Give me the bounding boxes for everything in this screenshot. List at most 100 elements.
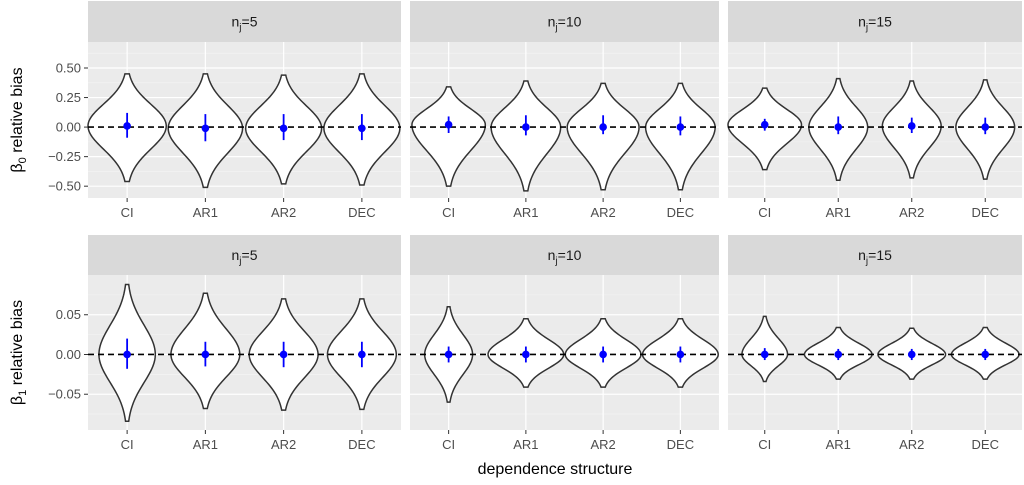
mean-point-DEC	[676, 350, 685, 359]
mean-point-AR2	[599, 123, 607, 131]
x-tick-label-DEC: DEC	[348, 437, 375, 452]
mean-point-CI	[760, 350, 769, 359]
x-tick-label-AR1: AR1	[193, 205, 218, 220]
facet-strip	[728, 235, 1022, 275]
strip-label-main: n	[232, 14, 240, 30]
strip-label-rest: =15	[868, 14, 892, 30]
x-axis-title: dependence structure	[478, 461, 633, 478]
facet-strip-label: nj=10	[548, 247, 582, 267]
facet-row0-col1: nj=10 CI AR1 AR2 DEC	[410, 1, 719, 220]
x-tick-label-AR1: AR1	[826, 437, 851, 452]
mean-point-DEC	[676, 123, 685, 131]
strip-label-sub: j	[554, 256, 557, 267]
x-tick-label-AR1: AR1	[513, 205, 538, 220]
x-tick-label-CI: CI	[758, 205, 771, 220]
x-tick-label-CI: CI	[121, 437, 134, 452]
strip-label-sub: j	[554, 23, 557, 34]
facet-strip-label: nj=15	[858, 14, 892, 34]
strip-label-rest: =15	[868, 247, 892, 263]
x-tick-label-AR2: AR2	[899, 205, 924, 220]
mean-point-AR2	[599, 350, 607, 359]
strip-label-rest: =10	[558, 247, 582, 263]
facet-row1-col1: nj=10 CI AR1 AR2 DEC	[410, 235, 719, 452]
y-tick-label: 0.05	[56, 307, 81, 322]
facet-strip-label: nj=15	[858, 247, 892, 267]
mean-point-DEC	[358, 124, 366, 133]
mean-point-AR2	[279, 350, 288, 359]
y-tick-label: −0.50	[48, 179, 81, 194]
mean-point-DEC	[358, 350, 366, 359]
mean-point-AR1	[522, 123, 530, 131]
mean-point-AR1	[834, 350, 843, 359]
strip-label-rest: =10	[558, 14, 582, 30]
mean-point-CI	[760, 120, 769, 129]
mean-point-CI	[123, 350, 131, 359]
strip-label-sub: j	[238, 256, 241, 267]
violin-AR2	[566, 82, 640, 191]
mean-point-AR2	[907, 122, 916, 130]
mean-point-AR2	[907, 350, 916, 359]
mean-point-CI	[444, 120, 453, 129]
facet-strip	[410, 235, 719, 275]
x-tick-label-AR1: AR1	[513, 437, 538, 452]
mean-point-DEC	[981, 350, 990, 359]
facet-strip	[88, 1, 401, 42]
facet-strip	[728, 1, 1022, 42]
violin-CI	[411, 86, 487, 187]
y-axis-title-rest: relative bias	[9, 300, 26, 390]
mean-point-AR1	[834, 123, 843, 131]
strip-label-rest: =5	[242, 14, 258, 30]
strip-label-main: n	[548, 14, 556, 30]
mean-point-CI	[444, 350, 453, 359]
strip-label-main: n	[232, 247, 240, 263]
x-tick-label-DEC: DEC	[667, 205, 694, 220]
y-axis-title-symbol: β	[9, 396, 26, 405]
y-axis-title-symbol: β	[9, 163, 26, 172]
y-axis-title-sub: 0	[17, 157, 29, 163]
x-tick-label-AR2: AR2	[899, 437, 924, 452]
x-tick-label-AR1: AR1	[193, 437, 218, 452]
strip-label-main: n	[548, 247, 556, 263]
mean-point-CI	[123, 122, 131, 130]
violin-DEC	[644, 82, 716, 191]
y-axis-title-sub: 1	[17, 390, 29, 396]
violin-AR1	[490, 80, 562, 192]
x-tick-label-DEC: DEC	[972, 205, 999, 220]
facet-row0-col0: nj=5 CI AR1 AR2 DEC	[87, 1, 401, 220]
x-tick-label-CI: CI	[121, 205, 134, 220]
strip-label-main: n	[858, 247, 866, 263]
strip-label-main: n	[858, 14, 866, 30]
x-tick-label-AR1: AR1	[826, 205, 851, 220]
x-tick-label-CI: CI	[442, 437, 455, 452]
facet-row0-col2: nj=15 CI AR1 AR2 DEC	[727, 1, 1022, 220]
mean-point-AR1	[201, 124, 210, 133]
x-tick-label-AR2: AR2	[271, 437, 296, 452]
mean-point-AR1	[201, 350, 210, 359]
facet-strip-label: nj=10	[548, 14, 582, 34]
x-tick-label-AR2: AR2	[271, 205, 296, 220]
mean-point-AR1	[522, 350, 530, 359]
y-axis-title-rest: relative bias	[9, 67, 26, 157]
x-tick-label-AR2: AR2	[590, 205, 615, 220]
facet-strip-label: nj=5	[232, 247, 258, 267]
facet-strip-label: nj=5	[232, 14, 258, 34]
strip-label-sub: j	[865, 256, 868, 267]
x-tick-label-AR2: AR2	[590, 437, 615, 452]
y-tick-label: 0.00	[56, 120, 81, 135]
facet-strip	[410, 1, 719, 42]
x-tick-label-DEC: DEC	[667, 437, 694, 452]
y-tick-label: 0.00	[56, 347, 81, 362]
facet-row1-col0: nj=5 CI AR1 AR2 DEC	[88, 235, 401, 452]
strip-label-sub: j	[238, 23, 241, 34]
strip-label-sub: j	[865, 23, 868, 34]
y-axis-title: β0 relative bias	[9, 67, 29, 172]
y-axis-title: β1 relative bias	[9, 300, 29, 405]
y-tick-label: 0.50	[56, 61, 81, 76]
y-tick-label: −0.05	[48, 387, 81, 402]
y-tick-label: −0.25	[48, 149, 81, 164]
facet-strip	[88, 235, 401, 275]
x-tick-label-DEC: DEC	[972, 437, 999, 452]
x-tick-label-DEC: DEC	[348, 205, 375, 220]
x-tick-label-CI: CI	[758, 437, 771, 452]
